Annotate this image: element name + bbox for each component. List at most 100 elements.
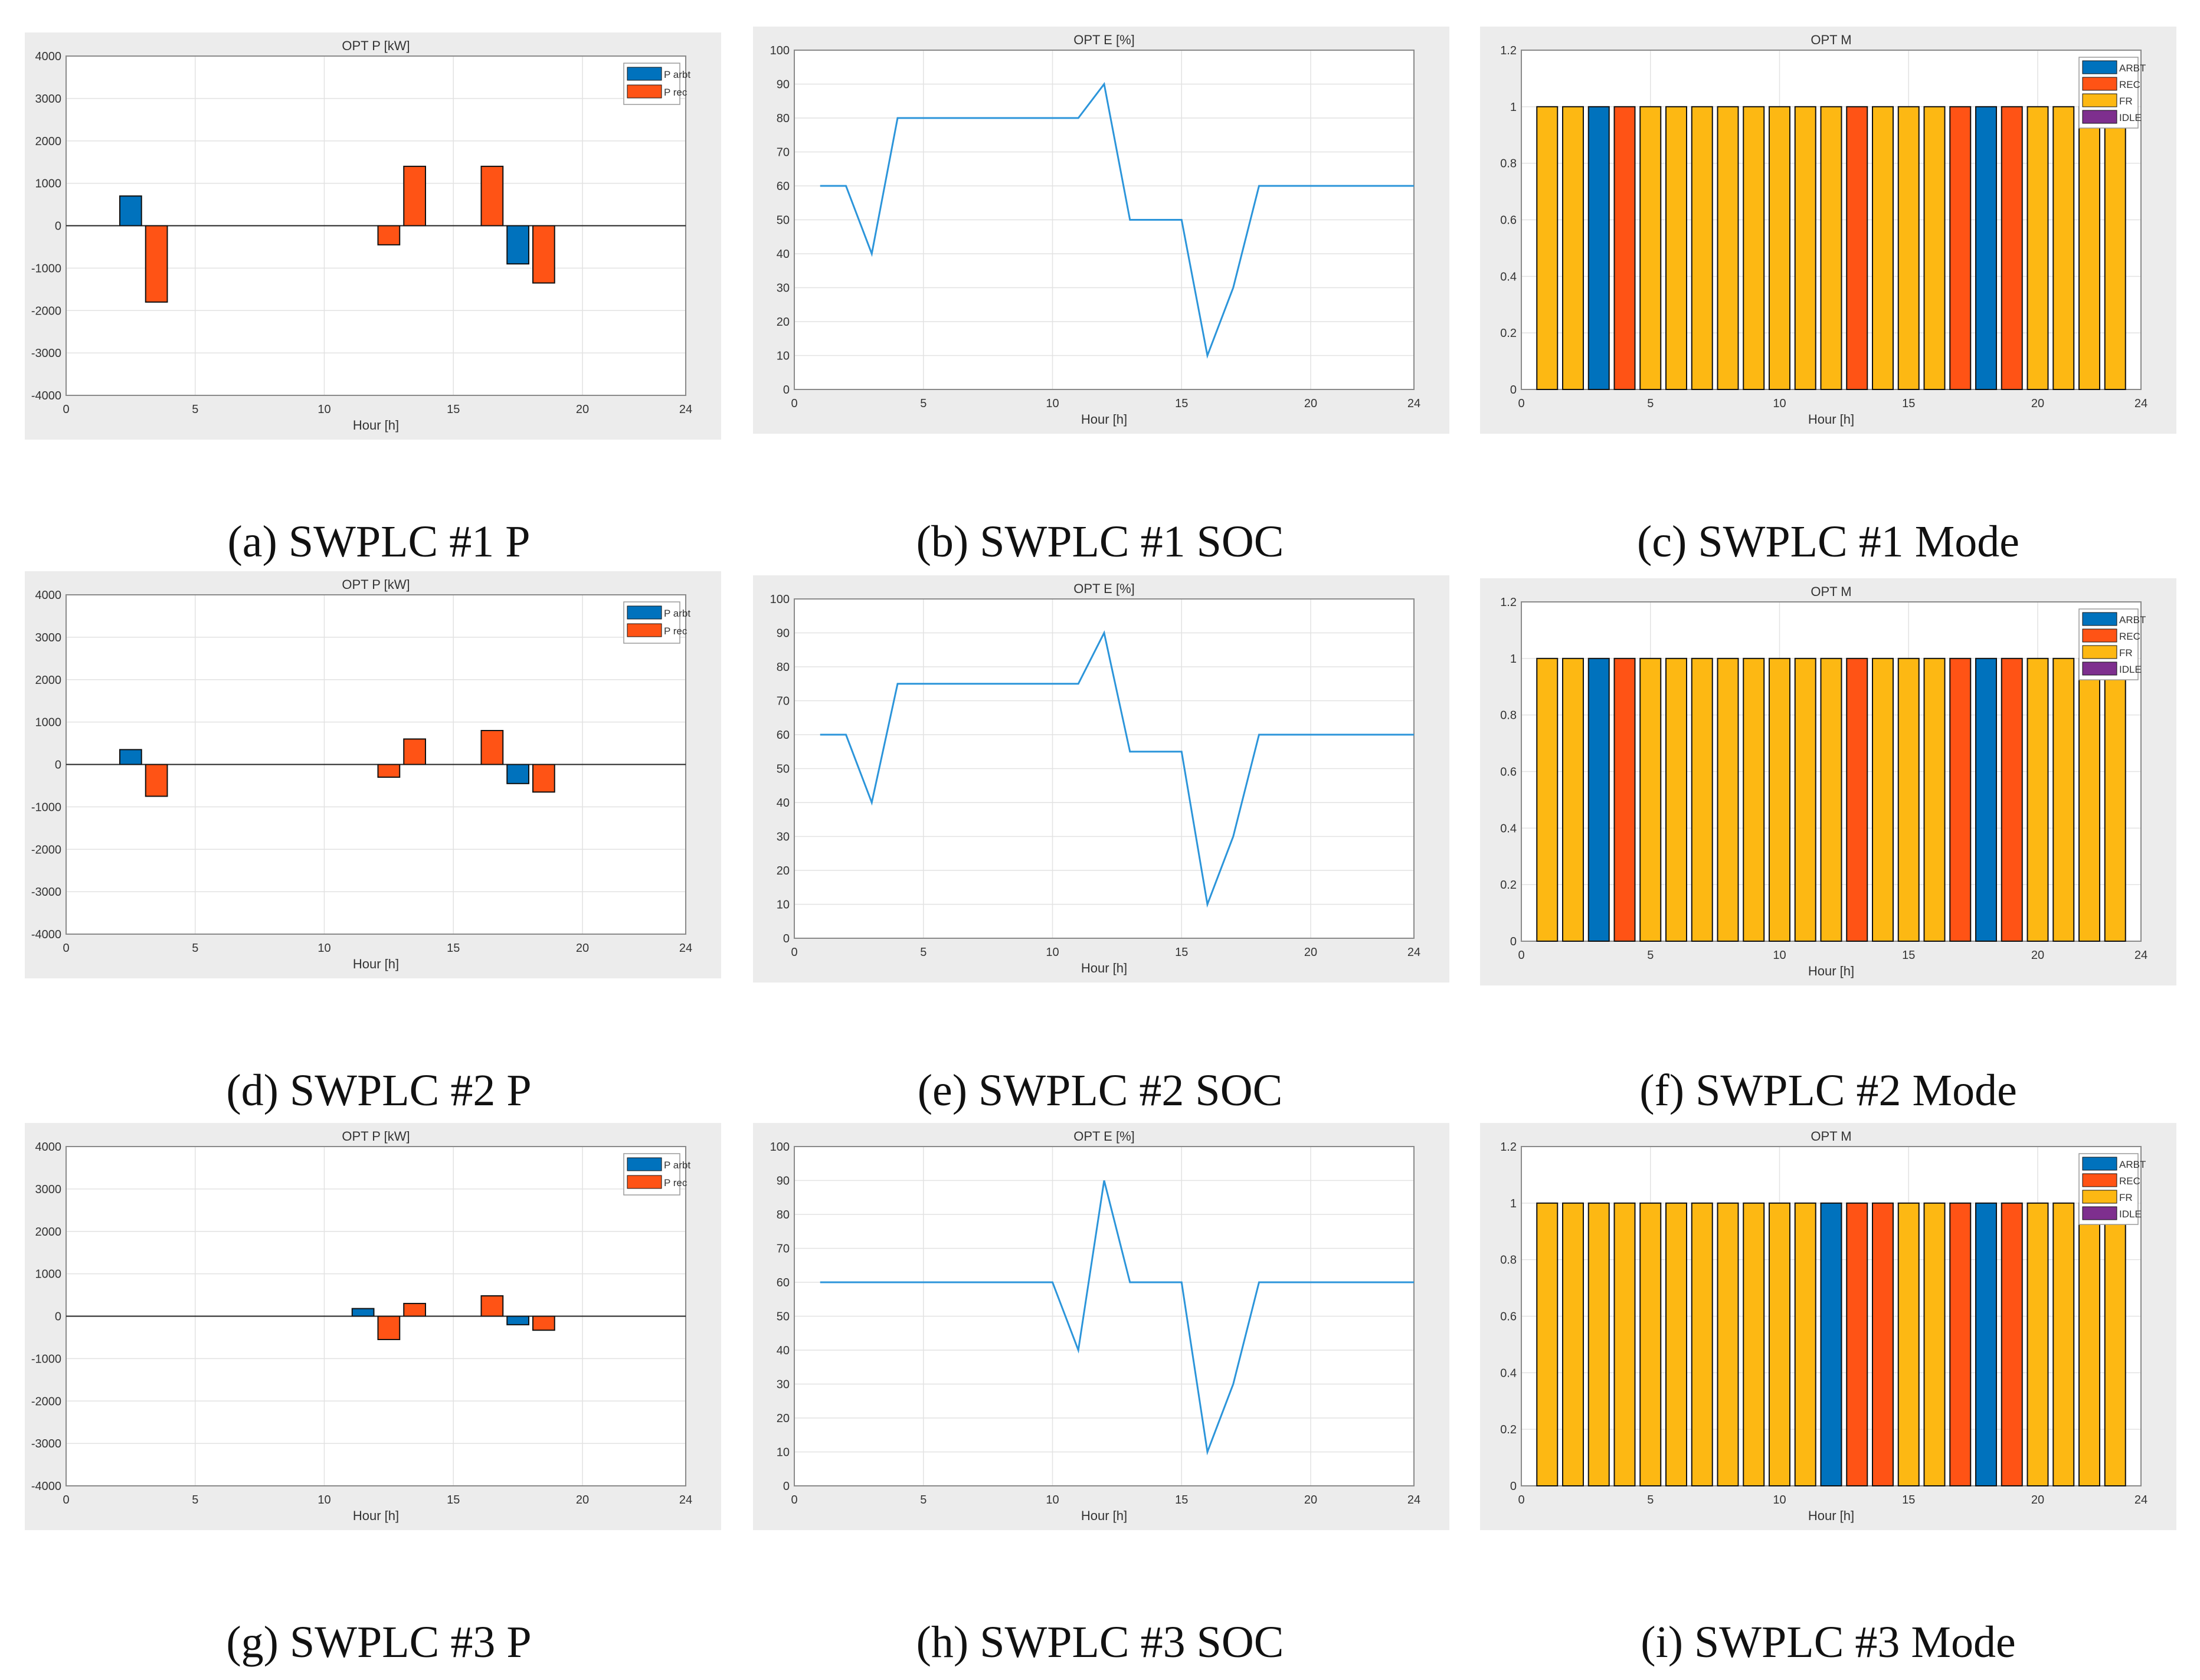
power-bar-rec (145, 225, 168, 303)
x-tick-label: 20 (1304, 397, 1317, 410)
y-tick-label: 0.6 (1500, 1311, 1517, 1324)
mode-bar-fr (2052, 657, 2075, 942)
mode-bar-fr (1769, 1202, 1790, 1486)
x-tick-label: 10 (317, 1494, 330, 1507)
caption-d: (d) SWPLC #2 P (226, 1066, 532, 1115)
chart-panel-g: 0 5 10 15 20 24 -4000 -3000 -2000 -1000 0 1000 2000 3… (25, 1123, 721, 1530)
legend-label: P rec (664, 626, 688, 637)
x-axis-label: Hour [h] (1808, 1508, 1854, 1523)
power-bar-arbt (351, 1308, 375, 1317)
chart-panel-d: 0 5 10 15 20 24 -4000 -3000 -2000 -1000 0 1000 2000 3… (25, 571, 721, 978)
x-tick-label: 20 (576, 942, 589, 955)
y-tick-label: 80 (777, 1209, 790, 1221)
power-bar-rec (480, 1295, 504, 1317)
y-tick-label: 4000 (35, 1141, 62, 1154)
y-tick-label: 30 (777, 282, 790, 295)
legend-swatch (627, 84, 662, 99)
y-tick-label: 40 (777, 797, 790, 810)
legend-label: P rec (664, 87, 688, 98)
chart-title: OPT M (1811, 1129, 1851, 1144)
axes-box (794, 1146, 1415, 1486)
caption-f: (f) SWPLC #2 Mode (1639, 1066, 2017, 1115)
x-tick-label: 5 (1647, 949, 1654, 962)
x-tick-label: 24 (679, 942, 692, 955)
y-tick-label: 80 (777, 112, 790, 125)
mode-bar-fr (1820, 657, 1842, 942)
y-tick-label: 50 (777, 214, 790, 227)
chart-panel-c: 0 5 10 15 20 24 0 0.2 0.4 0.6 0.8 1 1.2 OPT M Hour [h]… (1480, 27, 2176, 434)
chart-panel-h: 0 5 10 15 20 24 0 10 20 30 40 50 60 70 80 90 100 OPT E [%… (753, 1123, 1449, 1530)
mode-bar-arbt (1587, 106, 1610, 390)
power-bar-rec (377, 1315, 401, 1341)
mode-bar-arbt (1975, 106, 1997, 390)
power-bar-arbt (506, 1315, 529, 1325)
y-tick-label: 1000 (35, 178, 62, 191)
y-tick-label: 1.2 (1500, 44, 1517, 57)
power-bar-arbt (119, 749, 142, 765)
x-tick-label: 10 (1773, 949, 1786, 962)
x-tick-label: 20 (1304, 946, 1317, 959)
x-tick-label: 5 (920, 397, 927, 410)
mode-bar-fr (2027, 1202, 2049, 1486)
mode-bar-fr (1536, 1202, 1559, 1486)
y-tick-label: 0.2 (1500, 879, 1517, 892)
y-tick-label: 0 (783, 932, 790, 945)
x-tick-label: 15 (1175, 397, 1188, 410)
y-tick-label: 0 (783, 384, 790, 397)
mode-bar-fr (1872, 657, 1894, 942)
legend-swatch (2082, 1190, 2117, 1204)
mode-bar-fr (2027, 657, 2049, 942)
x-tick-label: 15 (1175, 1494, 1188, 1507)
x-tick-label: 0 (63, 942, 69, 955)
legend-swatch (627, 67, 662, 81)
mode-bar-rec (1846, 106, 1868, 390)
x-axis-label: Hour [h] (1808, 964, 1854, 978)
x-tick-label: 0 (1518, 397, 1524, 410)
x-tick-label: 0 (1518, 1494, 1524, 1507)
power-bar-rec (532, 764, 555, 793)
y-tick-label: 20 (777, 864, 790, 877)
x-tick-label: 10 (317, 942, 330, 955)
chart-a: 0 5 10 15 20 24 -4000 -3000 -2000 -1000 0 1000 2000 3… (31, 38, 692, 433)
y-tick-label: 30 (777, 831, 790, 844)
y-tick-label: 80 (777, 661, 790, 674)
x-tick-label: 20 (576, 1494, 589, 1507)
y-tick-label: -4000 (31, 928, 61, 941)
mode-bar-rec (2001, 657, 2023, 942)
legend-label: P rec (664, 1177, 688, 1188)
chart-f: 0 5 10 15 20 24 0 0.2 0.4 0.6 0.8 1 1.2 OPT M Hour [h]… (1500, 584, 2147, 978)
axes-box (794, 598, 1415, 939)
y-tick-label: 60 (777, 729, 790, 742)
legend-swatch (2082, 628, 2117, 643)
legend-swatch (2082, 1173, 2117, 1187)
chart-title: OPT M (1811, 32, 1851, 47)
chart-title: OPT P [kW] (342, 38, 410, 53)
mode-bar-fr (1536, 106, 1559, 390)
y-tick-label: -2000 (31, 843, 61, 856)
mode-bar-fr (1536, 657, 1559, 942)
legend-swatch (2082, 110, 2117, 124)
mode-bar-rec (1949, 106, 1972, 390)
x-tick-label: 10 (1773, 1494, 1786, 1507)
mode-bar-fr (2052, 1202, 2075, 1486)
y-tick-label: 10 (777, 350, 790, 363)
legend-swatch (2082, 60, 2117, 74)
caption-a: (a) SWPLC #1 P (227, 517, 531, 566)
caption-b: (b) SWPLC #1 SOC (916, 517, 1284, 566)
legend-swatch (2082, 645, 2117, 659)
x-tick-label: 15 (1902, 1494, 1915, 1507)
legend-label: REC (2119, 1175, 2140, 1187)
mode-bar-fr (1743, 1202, 1765, 1486)
x-tick-label: 0 (791, 397, 797, 410)
power-bar-rec (145, 764, 168, 797)
power-bar-arbt (506, 764, 529, 784)
mode-bar-rec (1949, 657, 1972, 942)
legend-swatch (2082, 661, 2117, 676)
legend-label: IDLE (2119, 1209, 2142, 1220)
chart-panel-f: 0 5 10 15 20 24 0 0.2 0.4 0.6 0.8 1 1.2 OPT M Hour [h]… (1480, 578, 2176, 985)
mode-bar-fr (1691, 106, 1713, 390)
x-tick-label: 20 (2031, 1494, 2044, 1507)
power-bar-rec (480, 730, 504, 765)
power-bar-arbt (119, 195, 142, 227)
x-tick-label: 20 (576, 403, 589, 416)
